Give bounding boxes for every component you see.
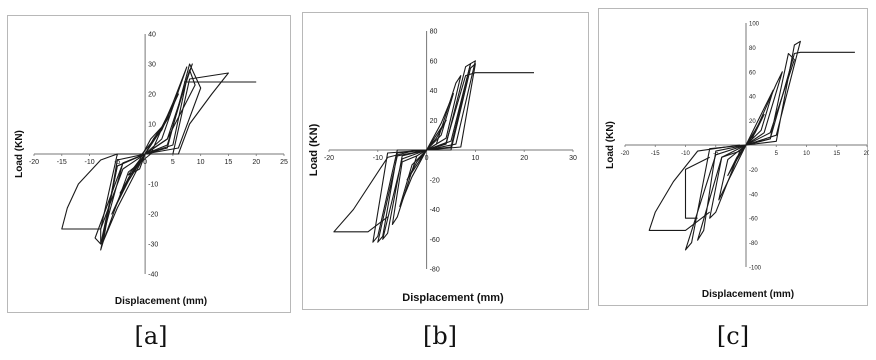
y-axis-title-b: Load (KN) <box>308 123 320 176</box>
x-tick-label-b: 10 <box>472 155 480 162</box>
y-tick-label-a: 40 <box>148 32 156 39</box>
chart-svg-c: -20 -15 -10 -5 5 10 15 20 -100 -80 -60 -40 -20 20 40 60… <box>605 22 869 301</box>
y-tick-label-b: 80 <box>430 29 438 36</box>
y-tick-label-c: -40 <box>749 192 758 198</box>
x-tick-label-c: 10 <box>803 151 810 157</box>
x-tick-label-c: -5 <box>713 151 719 157</box>
x-tick-label-a: 15 <box>225 159 233 166</box>
y-tick-label-c: 100 <box>749 22 760 28</box>
x-tick-label-c: -10 <box>681 151 690 157</box>
y-tick-label-a: 30 <box>148 62 156 69</box>
x-tick-label-a: 20 <box>252 159 260 166</box>
y-axis-title-a: Load (KN) <box>14 130 25 178</box>
chart-panel-a: -20 -15 -10 -5 0 5 10 15 20 25 -40 -30 -20 -10 10 20 30 4… <box>7 15 291 313</box>
y-tick-label-a: -40 <box>148 272 158 279</box>
chart-panel-b: -20 -10 0 10 20 30 -80 -60 -40 -20 20 40 60 80 Displac… <box>302 12 589 310</box>
chart-svg-a: -20 -15 -10 -5 0 5 10 15 20 25-40-30-20-101020304… <box>14 32 288 308</box>
x-tick-label-c: 15 <box>833 151 840 157</box>
y-tick-label-b: -80 <box>430 267 440 274</box>
y-tick-label-a: -20 <box>148 212 158 219</box>
caption-b: [b] <box>422 322 458 350</box>
y-axis-title-c: Load (KN) <box>605 121 616 169</box>
x-tick-label-c: -20 <box>621 151 630 157</box>
x-tick-label-b: 20 <box>520 155 528 162</box>
x-axis-title-c: Displacement (mm) <box>702 289 794 300</box>
y-tick-label-a: -30 <box>148 242 158 249</box>
hysteresis-loop-b <box>426 72 534 151</box>
x-axis-title-a: Displacement (mm) <box>115 296 207 307</box>
y-tick-label-a: -10 <box>148 182 158 189</box>
hysteresis-loop-b <box>333 149 417 233</box>
hysteresis-loop-c <box>648 144 740 231</box>
hysteresis-loop-c <box>684 156 710 219</box>
x-tick-label-a: -10 <box>84 159 94 166</box>
x-tick-label-b: 30 <box>569 155 577 162</box>
y-tick-label-c: -20 <box>749 168 758 174</box>
x-tick-label-a: 5 <box>171 159 175 166</box>
y-tick-label-b: -60 <box>430 237 440 244</box>
x-axis-title-b: Displacement (mm) <box>402 292 504 304</box>
hysteresis-loop-b <box>391 75 462 225</box>
y-tick-label-c: 20 <box>749 119 756 125</box>
y-tick-label-a: 20 <box>148 92 156 99</box>
x-tick-label-a: -20 <box>29 159 39 166</box>
x-tick-label-b: 0 <box>425 155 429 162</box>
y-tick-label-c: -100 <box>749 266 762 272</box>
y-tick-label-c: 40 <box>749 95 756 101</box>
hysteresis-loop-a <box>61 72 229 230</box>
y-tick-label-b: 40 <box>430 88 438 95</box>
x-tick-label-b: -10 <box>373 155 383 162</box>
y-tick-label-c: 60 <box>749 70 756 76</box>
x-tick-label-b: -20 <box>324 155 334 162</box>
caption-a: [a] <box>134 322 168 350</box>
y-tick-label-c: -80 <box>749 241 758 247</box>
x-tick-label-c: -15 <box>651 151 660 157</box>
y-tick-label-c: -60 <box>749 217 758 223</box>
caption-c: [c] <box>716 322 750 350</box>
hysteresis-loop-c <box>684 40 801 251</box>
x-tick-label-c: 20 <box>864 151 869 157</box>
hysteresis-loop-c <box>745 51 855 146</box>
x-tick-label-a: 10 <box>197 159 205 166</box>
x-tick-label-a: 25 <box>280 159 288 166</box>
chart-svg-b: -20 -10 0 10 20 30 -80 -60 -40 -20 20 40 60 80 Displac… <box>308 29 577 305</box>
y-tick-label-b: 20 <box>430 118 438 125</box>
hysteresis-loop-c <box>709 71 783 219</box>
y-tick-label-b: -40 <box>430 207 440 214</box>
y-tick-label-b: -20 <box>430 177 440 184</box>
x-tick-label-a: 0 <box>143 159 147 166</box>
y-tick-label-c: 80 <box>749 46 756 52</box>
chart-panel-c: -20 -15 -10 -5 5 10 15 20 -100 -80 -60 -40 -20 20 40 60… <box>598 8 869 306</box>
y-tick-label-b: 60 <box>430 58 438 65</box>
y-tick-label-a: 10 <box>148 122 156 129</box>
x-tick-label-c: 5 <box>775 151 779 157</box>
x-tick-label-a: -15 <box>57 159 67 166</box>
